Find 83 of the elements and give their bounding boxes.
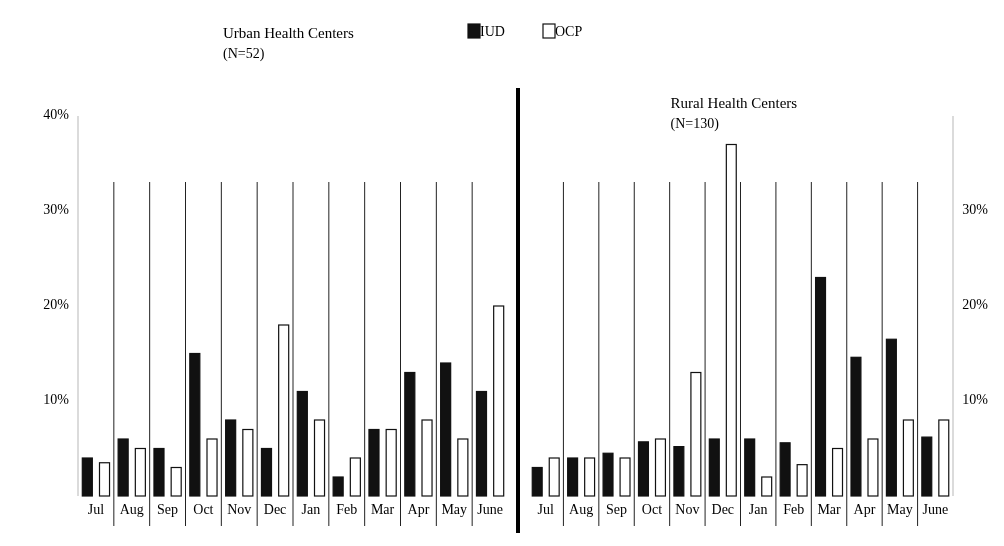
x-tick-label: Oct (193, 502, 214, 517)
bar (584, 457, 596, 497)
bar (98, 462, 111, 497)
bar (673, 446, 685, 497)
y-tick-label: 20% (43, 297, 70, 313)
bar (761, 476, 773, 497)
y2-tick-label: 10% (962, 392, 989, 408)
bar (278, 324, 290, 497)
x-tick-label: Apr (407, 502, 430, 517)
chart-title: Rural Health Centers (670, 95, 798, 111)
bar (602, 452, 614, 497)
bar (189, 352, 201, 497)
bar (725, 143, 737, 497)
x-tick-label: May (887, 502, 913, 517)
bar (921, 436, 933, 497)
x-tick-label: Feb (783, 502, 805, 517)
bar (153, 447, 165, 497)
x-tick-label: Jul (87, 502, 105, 517)
x-tick-label: Sep (157, 502, 179, 517)
bar (349, 457, 361, 497)
bar (475, 390, 488, 497)
x-tick-label: Aug (119, 502, 144, 517)
bar (637, 441, 650, 497)
bar (368, 428, 380, 497)
bar (744, 438, 756, 497)
x-tick-label: Jan (748, 502, 768, 517)
y-tick-label: 30% (43, 202, 70, 218)
bar (440, 362, 452, 497)
x-tick-label: Mar (817, 502, 842, 517)
x-tick-label: Oct (641, 502, 663, 517)
bar (242, 428, 254, 497)
chart-subtitle: (N=130) (670, 116, 720, 132)
bar (814, 276, 827, 497)
x-tick-label: Jan (301, 502, 321, 517)
bar (796, 464, 808, 497)
x-tick-label: Nov (675, 502, 700, 517)
y2-tick-label: 20% (962, 297, 989, 313)
x-tick-label: Dec (263, 502, 287, 517)
x-tick-label: June (922, 502, 949, 517)
bar (421, 419, 433, 497)
bar (260, 447, 273, 497)
bar (708, 438, 720, 497)
x-tick-label: Mar (370, 502, 395, 517)
bar (867, 438, 879, 497)
bar (493, 305, 505, 497)
bar (548, 457, 560, 497)
bar (225, 419, 237, 497)
bar (296, 390, 308, 497)
bar (206, 438, 218, 497)
x-tick-label: May (441, 502, 468, 517)
bar (170, 466, 182, 497)
x-tick-label: Aug (569, 502, 594, 517)
chart-title: Urban Health Centers (223, 25, 354, 41)
y-tick-label: 40% (43, 107, 70, 123)
x-tick-label: Apr (853, 502, 876, 517)
bar (902, 419, 914, 497)
chart-subtitle: (N=52) (223, 46, 265, 62)
bar (850, 356, 862, 497)
bar (654, 438, 667, 497)
bar (885, 338, 897, 497)
y-tick-label: 10% (43, 392, 70, 408)
bar (81, 457, 93, 497)
bar (779, 442, 791, 497)
x-tick-label: Dec (711, 502, 735, 517)
x-tick-label: Sep (606, 502, 628, 517)
bar (531, 466, 543, 497)
x-tick-label: Feb (336, 502, 358, 517)
bar (332, 476, 344, 497)
x-tick-label: June (477, 502, 503, 517)
bar (385, 428, 397, 497)
bar (457, 438, 469, 497)
bar (690, 371, 702, 497)
x-tick-label: Jul (537, 502, 554, 517)
bar (938, 419, 950, 497)
bar (404, 371, 416, 497)
bar (619, 457, 631, 497)
bar (117, 438, 129, 497)
y2-tick-label: 30% (962, 202, 989, 218)
bar (313, 419, 326, 497)
bar (831, 447, 844, 497)
bar (134, 447, 146, 497)
bar (567, 457, 579, 497)
x-tick-label: Nov (227, 502, 252, 517)
